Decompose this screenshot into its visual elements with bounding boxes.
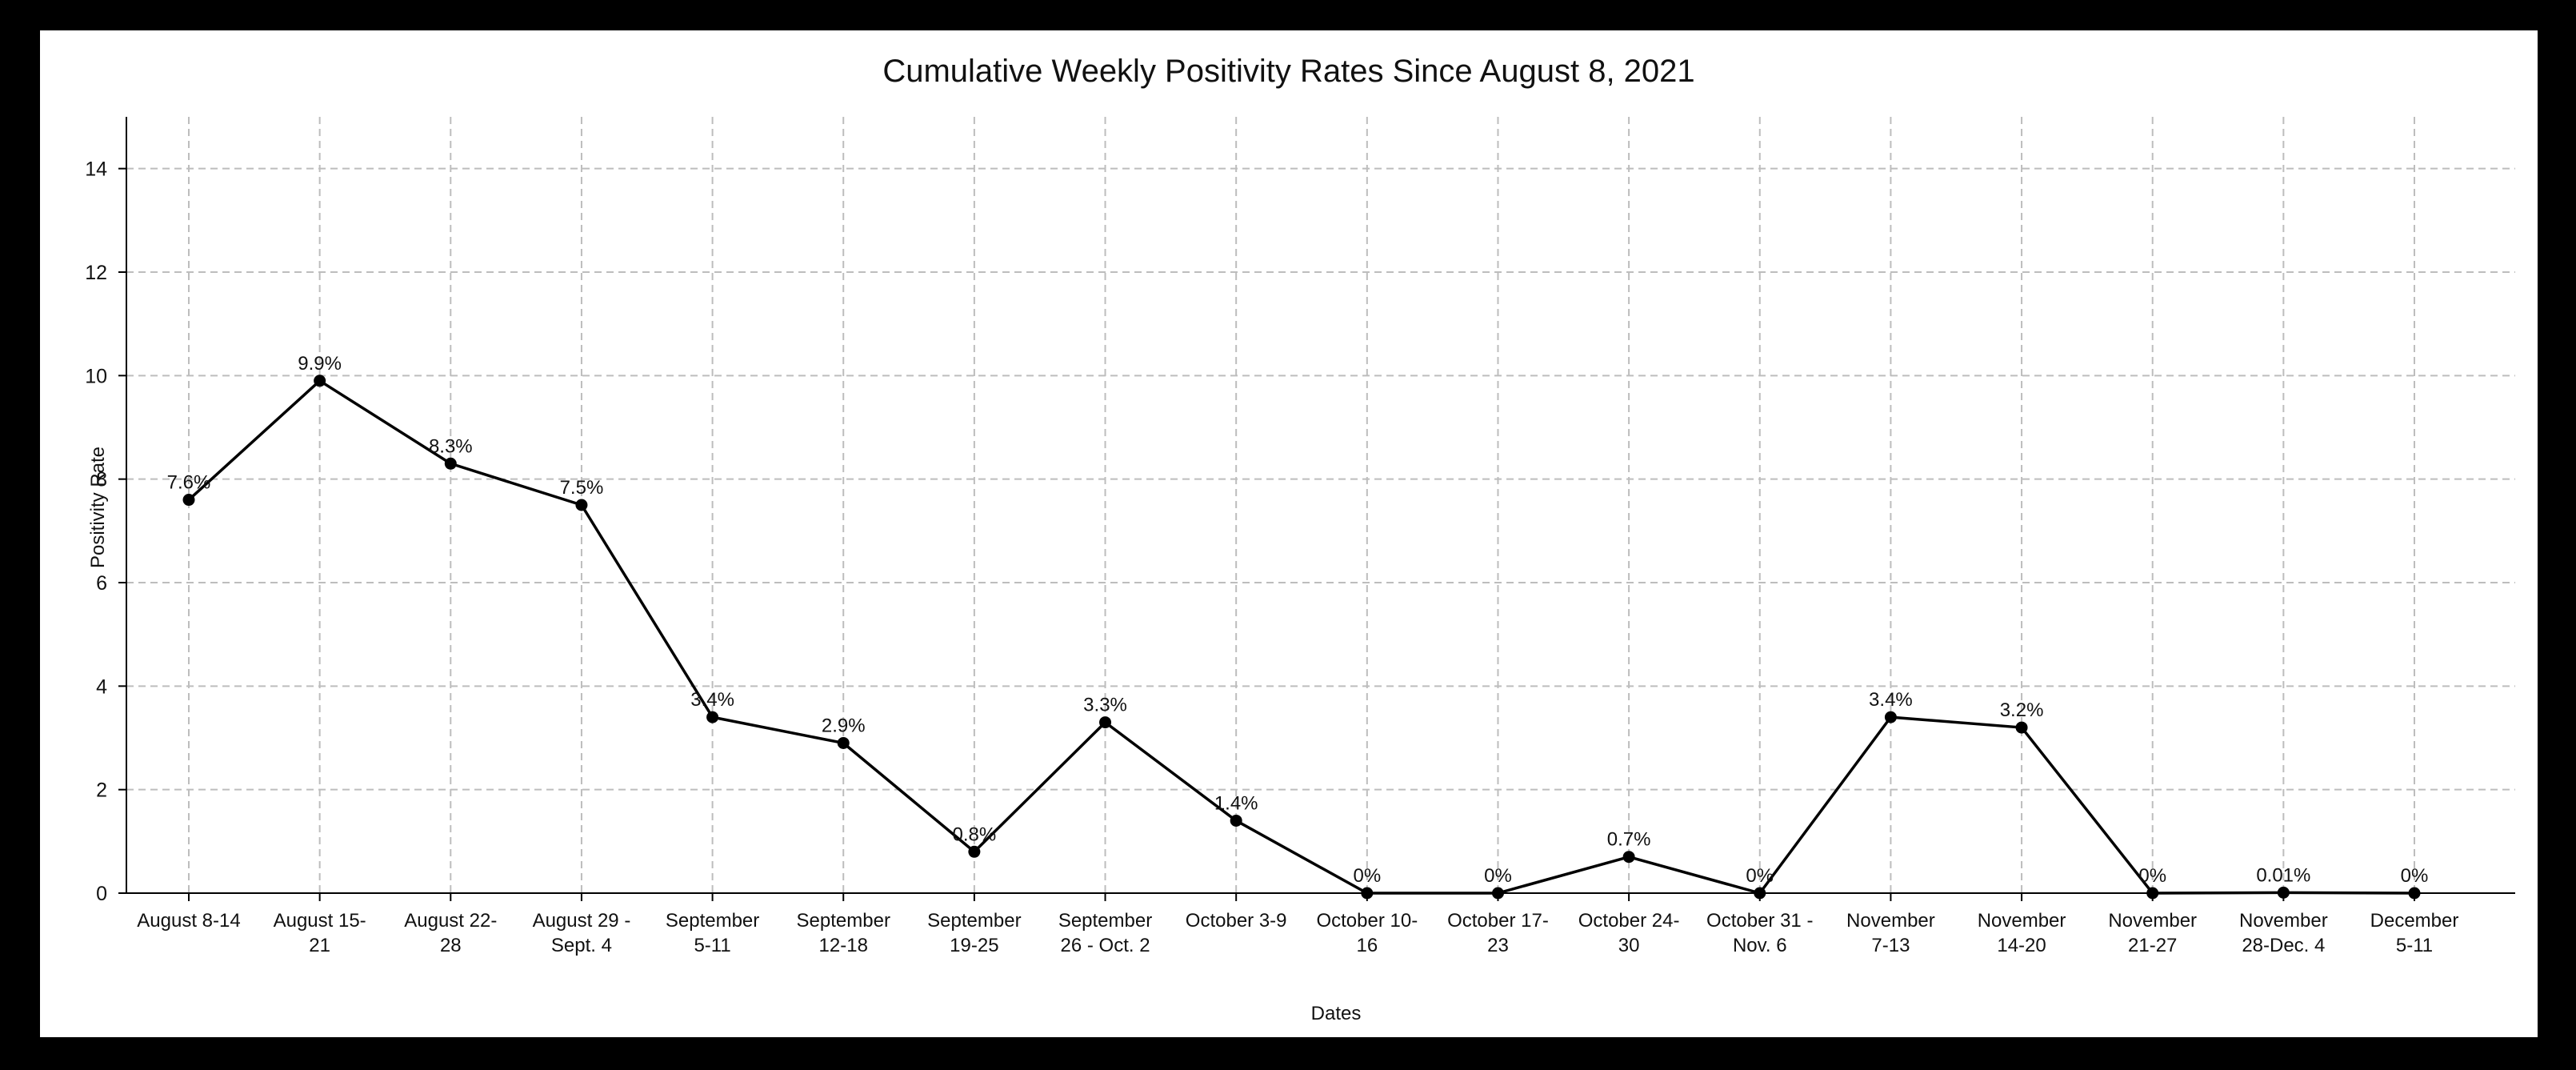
- x-axis-label: Dates: [1311, 1003, 1362, 1024]
- chart-title: Cumulative Weekly Positivity Rates Since…: [882, 54, 1694, 89]
- data-label: 3.3%: [1083, 695, 1127, 716]
- data-label: 1.4%: [1214, 792, 1258, 814]
- y-tick-label: 10: [85, 365, 107, 387]
- data-point: [1099, 716, 1112, 729]
- data-point: [1491, 887, 1504, 900]
- data-label: 7.5%: [560, 477, 604, 499]
- x-tick-label: October 10-16: [1316, 910, 1418, 956]
- axes: [118, 117, 2515, 901]
- x-tick-label: September 26 - Oct. 2: [1058, 910, 1152, 956]
- data-point: [1622, 851, 1635, 864]
- data-point: [2277, 886, 2290, 899]
- x-tick-label: November 28-Dec. 4: [2239, 910, 2328, 956]
- y-tick-label: 2: [96, 779, 107, 802]
- data-point: [837, 736, 850, 749]
- data-point: [2015, 721, 2028, 734]
- grid: [126, 117, 2515, 893]
- x-tick-label: October 24-30: [1578, 910, 1680, 956]
- data-label: 0%: [1746, 865, 1774, 887]
- y-tick-label: 14: [85, 158, 107, 181]
- data-point: [1754, 887, 1766, 900]
- data-point: [968, 845, 981, 858]
- data-label: 3.4%: [690, 689, 734, 711]
- data-point: [2146, 887, 2159, 900]
- x-tick-label: November 7-13: [1846, 910, 1935, 956]
- y-tick-label: 8: [96, 469, 107, 491]
- data-label: 0%: [2138, 865, 2166, 887]
- x-tick-label: August 22-28: [404, 910, 497, 956]
- x-tick-label: October 3-9: [1186, 910, 1287, 932]
- data-point: [1361, 887, 1374, 900]
- data-point: [444, 457, 457, 470]
- data-point: [182, 494, 195, 507]
- data-label: 0%: [1353, 865, 1381, 887]
- data-label: 7.6%: [167, 472, 211, 494]
- series-line: [187, 379, 2415, 895]
- x-tick-label: September 19-25: [927, 910, 1021, 956]
- data-point: [2408, 887, 2421, 900]
- x-tick-label: November 21-27: [2108, 910, 2197, 956]
- x-tick-label: September 5-11: [666, 910, 759, 956]
- data-point: [575, 499, 588, 511]
- data-label: 0%: [1484, 865, 1512, 887]
- series: [182, 375, 2421, 900]
- x-tick-label: August 8-14: [137, 910, 240, 932]
- x-tick-label: December 5-11: [2370, 910, 2459, 956]
- data-label: 0.8%: [953, 824, 997, 845]
- x-tick-label: October 31 -Nov. 6: [1706, 910, 1813, 956]
- data-label: 2.9%: [822, 715, 866, 736]
- x-tick-label: August 15-21: [274, 910, 366, 956]
- x-tick-label: September 12-18: [797, 910, 890, 956]
- y-tick-labels: 0 2 4 6 8 10 12 14: [85, 158, 107, 905]
- data-labels: 7.6% 9.9% 8.3% 7.5% 3.4% 2.9% 0.8% 3.3% 1.4% 0% 0%…: [167, 353, 2429, 887]
- y-tick-label: 12: [85, 262, 107, 284]
- y-axis-label: Positivity Rate: [87, 447, 109, 568]
- data-point: [1230, 814, 1242, 827]
- data-label: 8.3%: [429, 435, 473, 457]
- data-label: 3.2%: [2000, 699, 2044, 721]
- data-point: [1884, 711, 1897, 723]
- data-label: 0%: [2401, 865, 2429, 887]
- chart-panel: Cumulative Weekly Positivity Rates Since…: [40, 30, 2538, 1037]
- x-tick-label: October 17-23: [1447, 910, 1549, 956]
- x-tick-labels: August 8-14 August 15-21 August 22-28 Augus…: [137, 910, 2458, 956]
- y-tick-label: 4: [96, 675, 107, 698]
- y-tick-label: 6: [96, 572, 107, 595]
- data-label: 0.01%: [2256, 864, 2310, 886]
- x-tick-label: August 29 -Sept. 4: [533, 910, 631, 956]
- data-point: [314, 375, 326, 387]
- data-label: 0.7%: [1607, 829, 1651, 851]
- data-label: 3.4%: [1869, 689, 1913, 711]
- data-label: 9.9%: [298, 353, 342, 375]
- line-chart: Cumulative Weekly Positivity Rates Since…: [85, 54, 2515, 1024]
- data-point: [706, 711, 719, 723]
- x-tick-label: November 14-20: [1978, 910, 2066, 956]
- y-tick-label: 0: [96, 883, 107, 905]
